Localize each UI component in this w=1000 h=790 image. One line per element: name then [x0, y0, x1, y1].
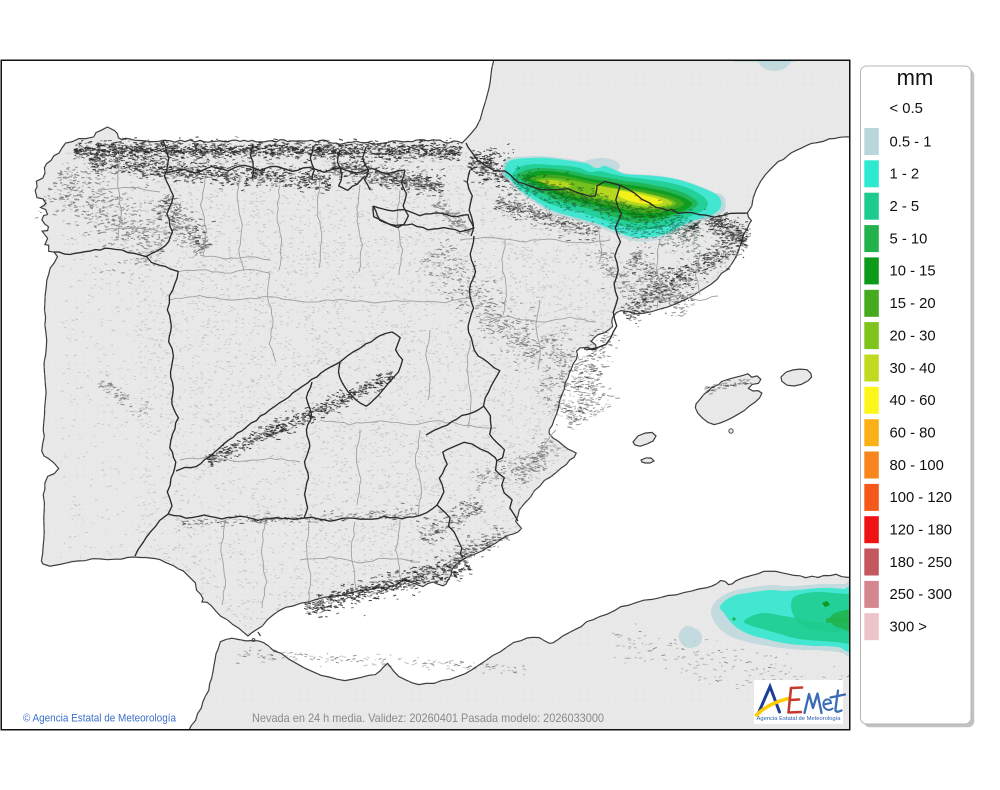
svg-text:2 - 5: 2 - 5 [890, 199, 920, 215]
svg-text:10 - 15: 10 - 15 [890, 264, 936, 280]
svg-text:0.5 - 1: 0.5 - 1 [890, 134, 932, 150]
svg-text:Agencia Estatal de Meteorologí: Agencia Estatal de Meteorología [757, 716, 841, 722]
svg-text:60 - 80: 60 - 80 [890, 426, 936, 442]
svg-text:< 0.5: < 0.5 [890, 101, 923, 117]
svg-text:30 - 40: 30 - 40 [890, 361, 936, 377]
svg-text:40 - 60: 40 - 60 [890, 393, 936, 409]
svg-text:300 >: 300 > [890, 620, 927, 636]
svg-text:15 - 20: 15 - 20 [890, 296, 936, 312]
svg-text:20 - 30: 20 - 30 [890, 328, 936, 344]
svg-text:100 - 120: 100 - 120 [890, 490, 953, 506]
svg-text:5 - 10: 5 - 10 [890, 231, 928, 247]
svg-text:Nevada en 24 h media. Validez:: Nevada en 24 h media. Validez: 20260401 … [252, 711, 604, 725]
svg-text:mm: mm [897, 65, 934, 90]
svg-text:80 - 100: 80 - 100 [890, 458, 944, 474]
svg-text:250 - 300: 250 - 300 [890, 587, 953, 603]
svg-text:120 - 180: 120 - 180 [890, 523, 953, 539]
svg-text:© Agencia Estatal de Meteorolo: © Agencia Estatal de Meteorología [23, 713, 177, 725]
svg-text:1 - 2: 1 - 2 [890, 167, 920, 183]
svg-text:180 - 250: 180 - 250 [890, 555, 953, 571]
